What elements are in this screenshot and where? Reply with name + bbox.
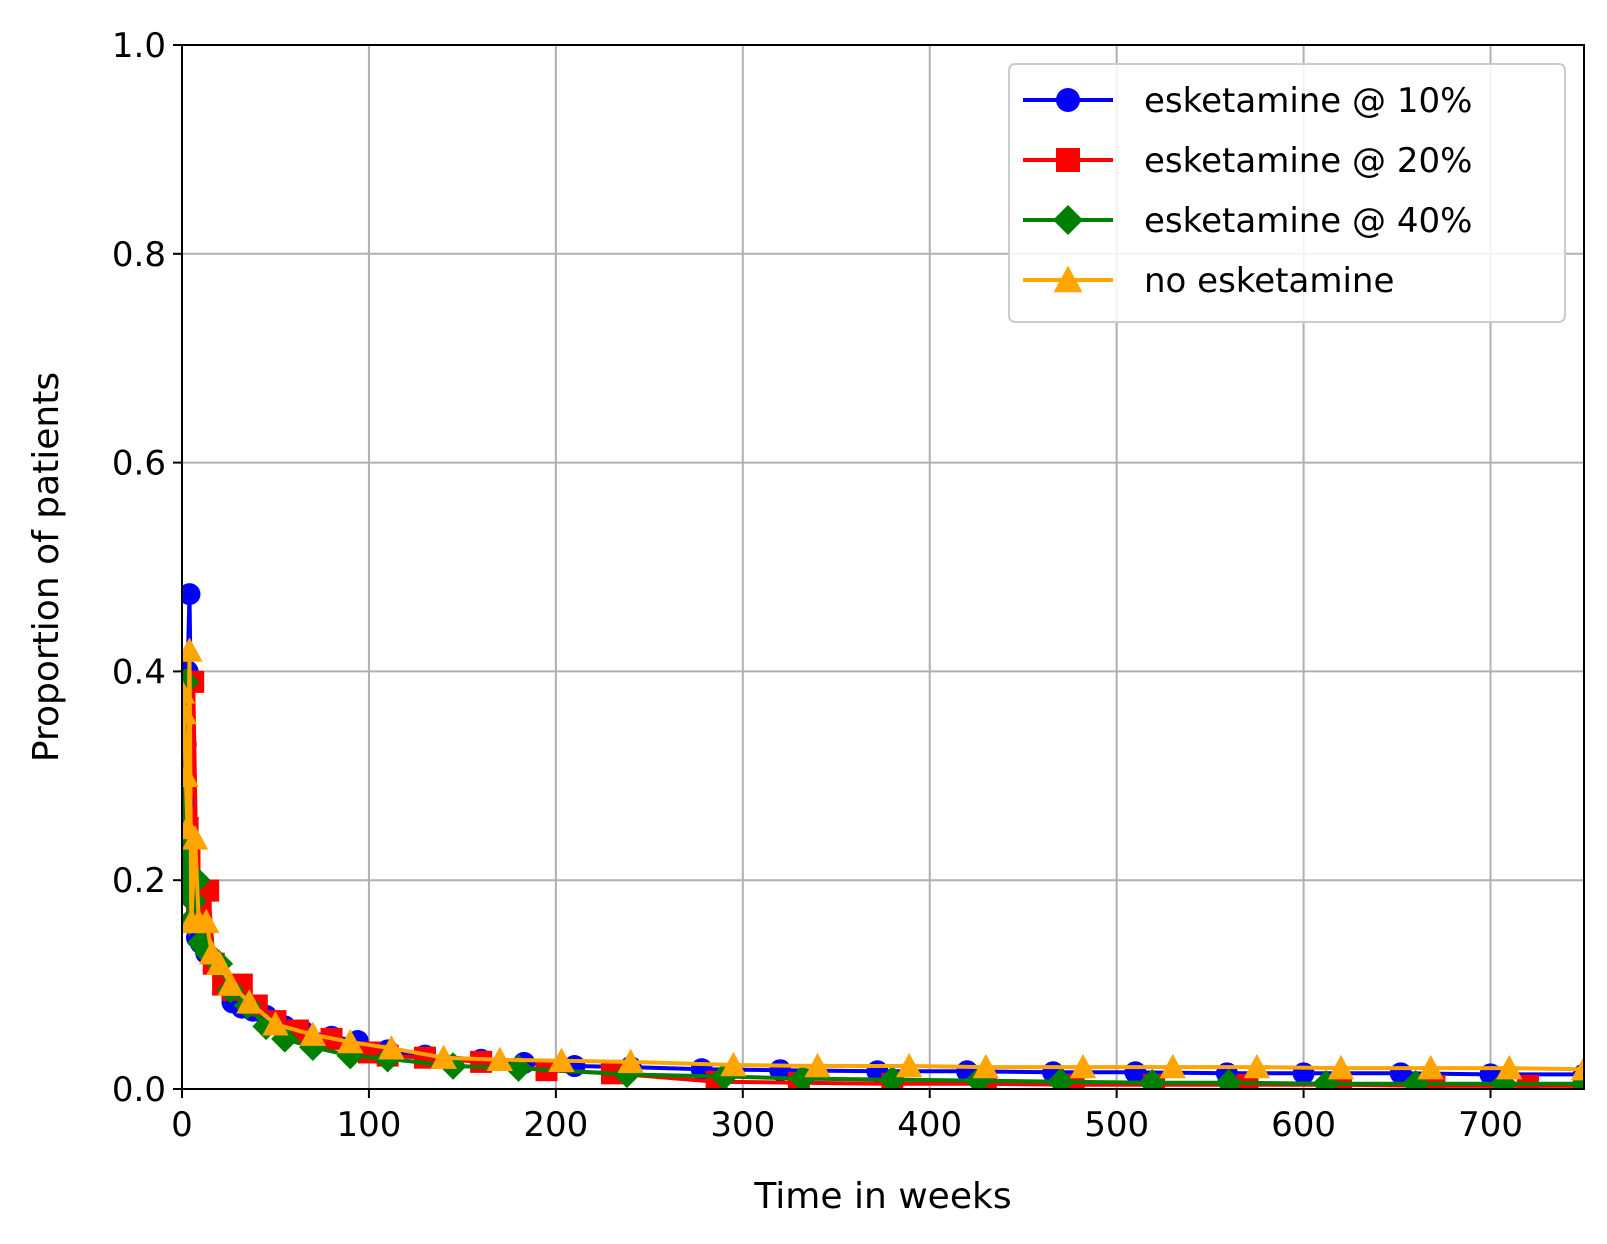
- x-tick-label: 400: [897, 1105, 962, 1145]
- legend-label: esketamine @ 10%: [1144, 81, 1472, 121]
- data-point: [182, 583, 201, 606]
- legend: esketamine @ 10% esketamine @ 20% esketami…: [1008, 63, 1566, 323]
- data-point: [337, 1028, 364, 1054]
- data-point: [182, 637, 203, 662]
- data-point: [299, 1021, 327, 1046]
- x-tick-label: 200: [523, 1105, 588, 1145]
- data-series: [182, 583, 1584, 1089]
- y-tick-label: 1.0: [112, 26, 166, 66]
- series-line: [182, 648, 1584, 1072]
- legend-item: esketamine @ 40%: [1023, 201, 1472, 241]
- data-point: [1402, 1070, 1430, 1089]
- x-tick-label: 700: [1458, 1105, 1523, 1145]
- legend-item: esketamine @ 20%: [1023, 141, 1472, 181]
- data-point: [262, 1011, 289, 1036]
- legend-marker: [1053, 265, 1083, 293]
- series-3: [182, 637, 1584, 1081]
- x-tick-label: 500: [1084, 1105, 1149, 1145]
- x-axis-label: Time in weeks: [753, 1176, 1011, 1217]
- y-axis-label: Proportion of patients: [26, 372, 67, 762]
- legend-label: esketamine @ 20%: [1144, 141, 1472, 181]
- data-point: [1243, 1053, 1271, 1079]
- data-point: [182, 825, 209, 850]
- data-point: [1496, 1054, 1523, 1080]
- y-tick-label: 0.2: [112, 861, 166, 901]
- legend-box: [1008, 63, 1566, 323]
- data-point: [182, 887, 207, 915]
- data-point: [1327, 1054, 1355, 1080]
- legend-item: esketamine @ 10%: [1023, 81, 1472, 121]
- legend-label: no esketamine: [1144, 261, 1394, 301]
- axis-ticks: 0 100 200 300 400 500 600 700 0.0 0.2 0.4 0.6 0.8 1.0: [112, 26, 1523, 1145]
- data-point: [486, 1046, 513, 1071]
- data-point: [182, 699, 198, 725]
- x-tick-label: 0: [171, 1105, 193, 1145]
- data-point: [972, 1053, 1000, 1079]
- x-tick-label: 600: [1271, 1105, 1336, 1145]
- legend-marker: [1056, 148, 1080, 172]
- legend-marker: [1056, 88, 1080, 112]
- data-point: [1570, 1055, 1584, 1081]
- plot-frame: [181, 44, 1585, 1090]
- data-point: [182, 762, 199, 788]
- data-point: [1215, 1068, 1243, 1089]
- x-tick-label: 300: [710, 1105, 775, 1145]
- data-point: [1138, 1068, 1166, 1089]
- legend-label: esketamine @ 40%: [1144, 201, 1472, 241]
- data-point: [430, 1044, 457, 1069]
- y-tick-label: 0.0: [112, 1070, 166, 1110]
- data-point: [878, 1065, 907, 1089]
- data-point: [217, 971, 244, 996]
- data-point: [1417, 1054, 1444, 1080]
- data-point: [804, 1052, 831, 1078]
- legend-item: no esketamine: [1023, 261, 1394, 301]
- data-point: [1046, 1067, 1075, 1089]
- data-point: [378, 1035, 405, 1060]
- data-point: [617, 1048, 644, 1074]
- data-point: [1312, 1070, 1340, 1089]
- data-point: [182, 679, 196, 704]
- data-point: [1069, 1053, 1097, 1079]
- data-point: [206, 950, 233, 975]
- x-tick-label: 100: [336, 1105, 401, 1145]
- data-point: [1489, 1070, 1518, 1089]
- data-point: [1159, 1053, 1186, 1079]
- data-point: [193, 908, 220, 934]
- y-tick-label: 0.4: [112, 652, 166, 692]
- data-point: [236, 989, 263, 1014]
- data-point: [788, 1064, 817, 1089]
- y-tick-label: 0.6: [112, 444, 166, 484]
- y-tick-label: 0.8: [112, 235, 166, 275]
- data-point: [548, 1047, 575, 1073]
- data-point: [720, 1051, 747, 1077]
- data-point: [895, 1052, 923, 1078]
- legend-marker: [1053, 205, 1083, 235]
